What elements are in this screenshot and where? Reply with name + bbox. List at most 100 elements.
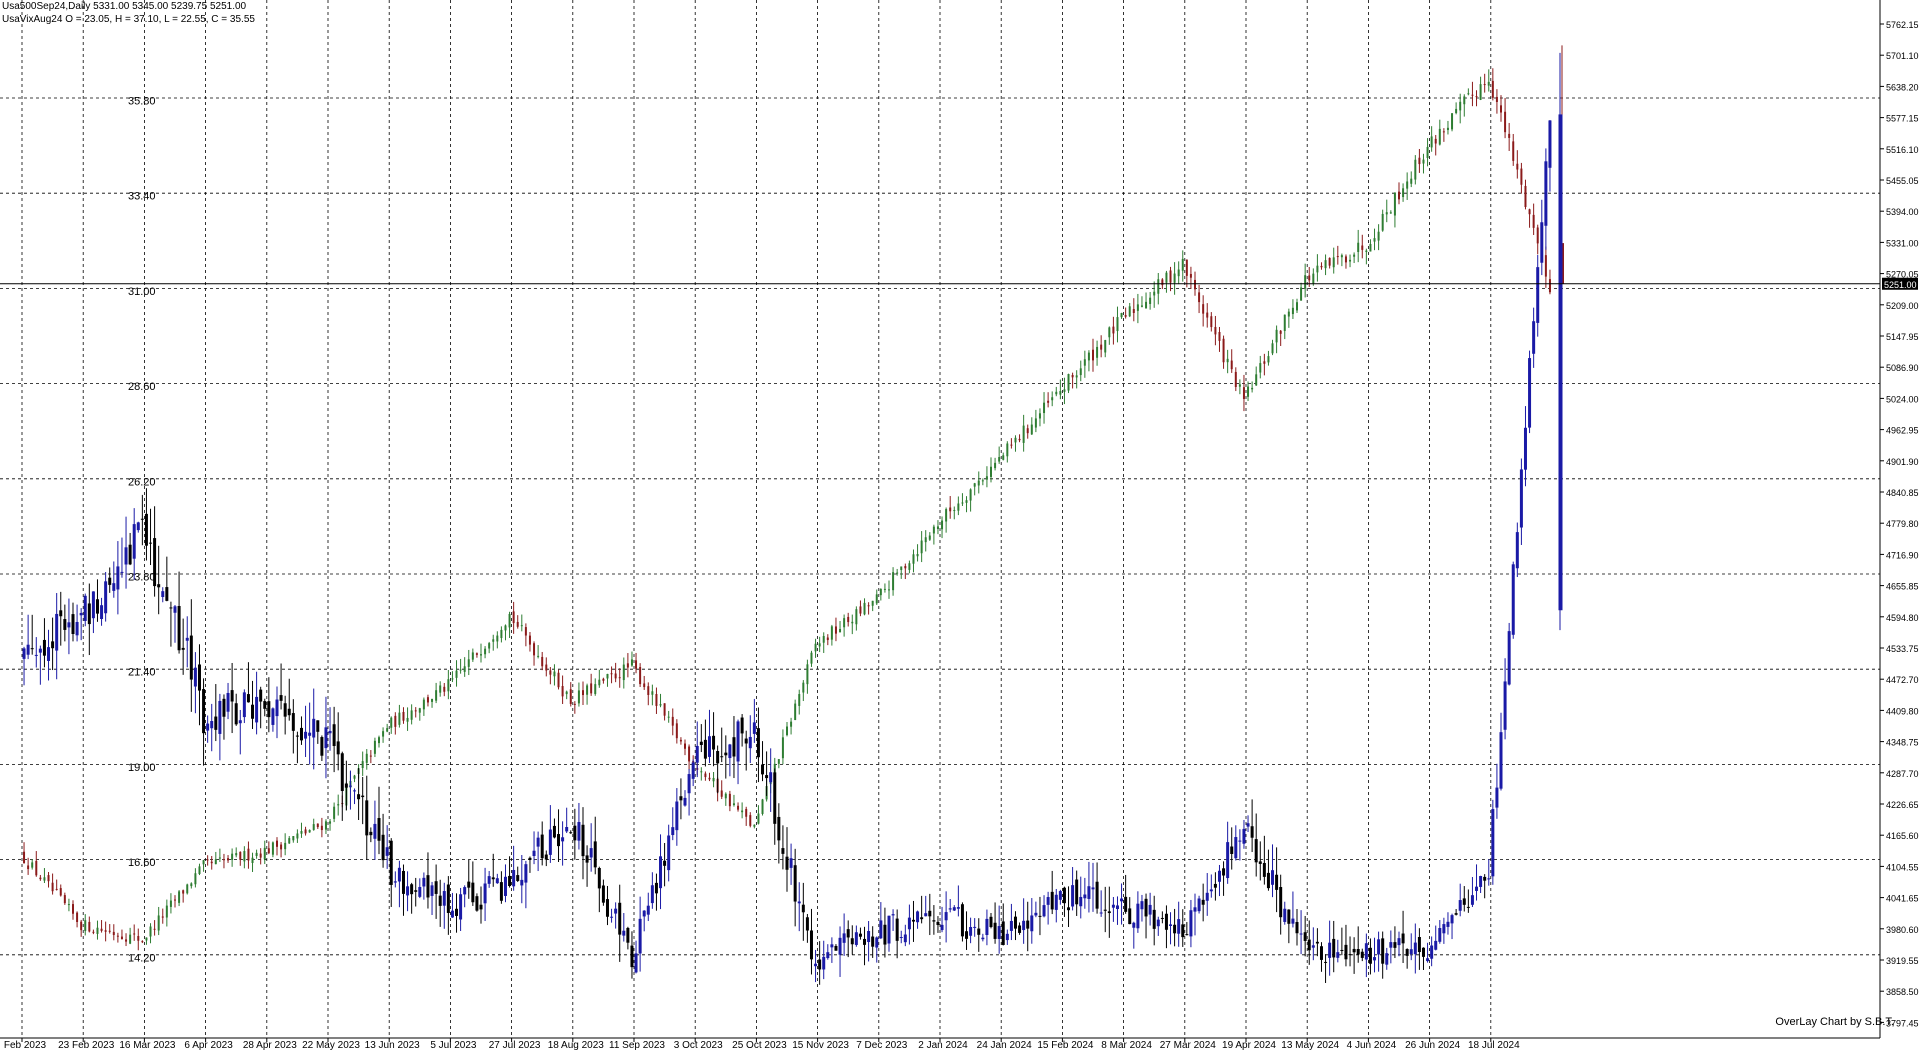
price-tick-label: 4287.70 [1886,769,1919,779]
candle-body [545,664,548,671]
price-tick-label: 4594.80 [1886,613,1919,623]
candle-body [247,848,250,861]
candle-body [1124,315,1127,317]
candle-body [304,731,308,739]
candle-body [1001,921,1005,945]
candle-body [222,698,226,717]
candle-body [1161,279,1164,286]
candle-body [892,572,895,591]
vix-last-body [1558,114,1563,611]
candle-body [1491,809,1495,877]
x-tick-label: 6 Apr 2023 [184,1040,233,1051]
candle-body [940,924,944,931]
candle-body [1169,270,1172,283]
candle-body [1026,920,1030,929]
candle-body [1181,258,1184,271]
candle-body [752,722,756,734]
candle-body [1520,168,1523,185]
candle-body [1319,946,1323,960]
candle-body [91,591,95,619]
candle-body [210,721,214,729]
candle-body [965,500,968,503]
candle-body [993,922,997,939]
candle-body [830,626,833,640]
candle-body [736,721,740,762]
candle-body [324,821,327,830]
candle-body [1238,840,1242,842]
candle-body [333,806,336,819]
price-tick-label: 3980.60 [1886,925,1919,935]
x-tick-label: 3 Oct 2023 [674,1040,723,1051]
candle-body [1079,896,1083,907]
candle-body [1312,273,1315,284]
candle-body [1438,928,1442,942]
candle-body [1018,925,1022,933]
candle-body [112,583,116,591]
candle-body [565,827,569,832]
candle-body [251,857,254,863]
candle-body [1455,108,1458,114]
candle-body [512,869,516,887]
candle-body [798,694,801,706]
candle-body [288,838,291,844]
candle-body [438,895,442,906]
x-tick-label: 2 Jan 2024 [918,1040,968,1051]
price-tick-label: 3858.50 [1886,987,1919,997]
candle-body [891,914,895,916]
candle-body [569,689,572,704]
candle-body [537,655,540,657]
candle-body [320,737,324,756]
candle-body [1136,304,1139,311]
candle-body [700,771,703,773]
candle-body [1234,837,1238,859]
candle-body [133,933,136,935]
candle-body [826,952,830,959]
candle-body [169,607,173,609]
candle-body [422,699,425,710]
candle-body [348,785,352,787]
candle-body [377,818,381,841]
candle-body [120,571,124,573]
price-tick-label: 4041.65 [1886,894,1919,904]
candle-body [1393,942,1397,948]
candle-body [218,700,222,734]
candle-body [422,877,426,887]
candle-body [1210,316,1213,328]
candle-body [622,930,626,936]
candle-body [108,930,111,932]
candle-body [675,801,679,831]
candle-body [777,816,781,841]
candle-body [1140,901,1144,910]
candle-body [27,865,30,870]
candle-body [169,900,172,907]
candle-body [463,666,466,672]
candle-body [67,622,71,628]
candle-body [1381,213,1384,231]
candle-body [642,910,646,917]
candle-body [116,566,120,590]
candle-body [1022,425,1025,443]
vix-tick-label: 16.60 [128,857,156,869]
candle-body [361,761,364,769]
candle-body [1096,346,1099,358]
candle-body [1421,947,1425,957]
candle-body [1430,945,1434,959]
price-tick-label: 4104.55 [1886,862,1919,872]
candle-body [292,836,295,841]
candle-body [1279,887,1283,918]
candle-body [1340,949,1344,951]
candle-body [679,796,683,801]
candle-body [981,480,984,482]
candle-body [1226,842,1230,879]
candle-body [533,643,536,656]
candle-body [1242,828,1246,844]
candle-body [887,915,891,944]
x-tick-label: 25 Oct 2023 [732,1040,787,1051]
candle-body [1263,361,1266,364]
candle-body [1283,908,1287,922]
candle-body [271,708,275,725]
candle-body [801,904,805,913]
candle-body [1067,374,1070,391]
